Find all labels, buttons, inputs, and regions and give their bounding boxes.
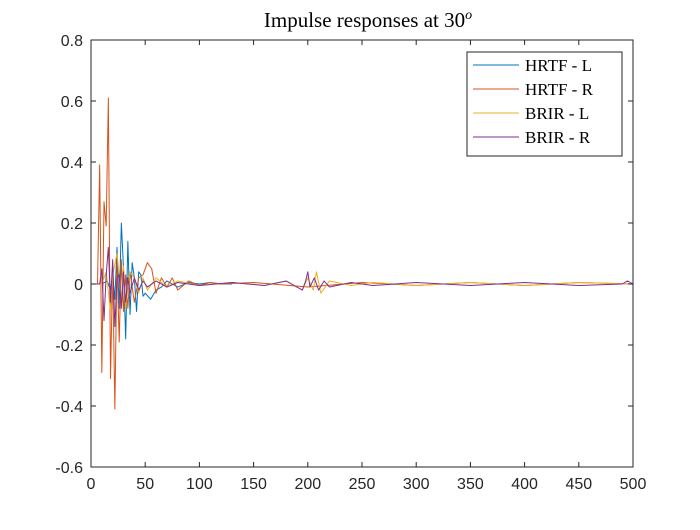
chart-title-text: Impulse responses at 30 <box>264 8 465 32</box>
legend-box <box>466 51 623 157</box>
x-tick-label: 450 <box>565 476 592 493</box>
y-tick-label: -0.4 <box>55 399 83 416</box>
y-tick-label: 0.6 <box>61 94 83 111</box>
y-tick-label: 0 <box>74 277 83 294</box>
series-line-2 <box>91 97 634 410</box>
x-tick-label: 350 <box>457 476 484 493</box>
chart-title-superscript: o <box>465 8 472 23</box>
legend-label-3: BRIR - L <box>525 104 589 123</box>
y-tick-label: -0.2 <box>55 338 83 355</box>
chart-title: Impulse responses at 30o <box>264 8 472 32</box>
x-tick-label: 50 <box>136 476 154 493</box>
x-tick-label: 400 <box>511 476 538 493</box>
x-tick-label: 250 <box>349 476 376 493</box>
x-tick-label: 200 <box>294 476 321 493</box>
x-tick-label: 500 <box>620 476 647 493</box>
legend-label-2: HRTF - R <box>525 80 594 99</box>
x-tick-label: 150 <box>240 476 267 493</box>
y-tick-label: -0.6 <box>55 460 83 477</box>
legend: HRTF - L HRTF - R BRIR - L BRIR - R <box>466 51 623 157</box>
axes-layer: 0 50 100 150 200 250 300 350 400 450 500 -0.6 -0.4 -0… <box>55 33 646 493</box>
legend-label-1: HRTF - L <box>525 56 592 75</box>
x-tick-label: 100 <box>186 476 213 493</box>
legend-label-4: BRIR - R <box>525 128 591 147</box>
y-tick-label: 0.4 <box>61 155 83 172</box>
x-tick-label: 0 <box>87 476 96 493</box>
x-tick-label: 300 <box>403 476 430 493</box>
series-line-4 <box>91 246 634 328</box>
series-layer <box>91 97 634 410</box>
y-tick-label: 0.8 <box>61 33 83 50</box>
y-tick-label: 0.2 <box>61 216 83 233</box>
